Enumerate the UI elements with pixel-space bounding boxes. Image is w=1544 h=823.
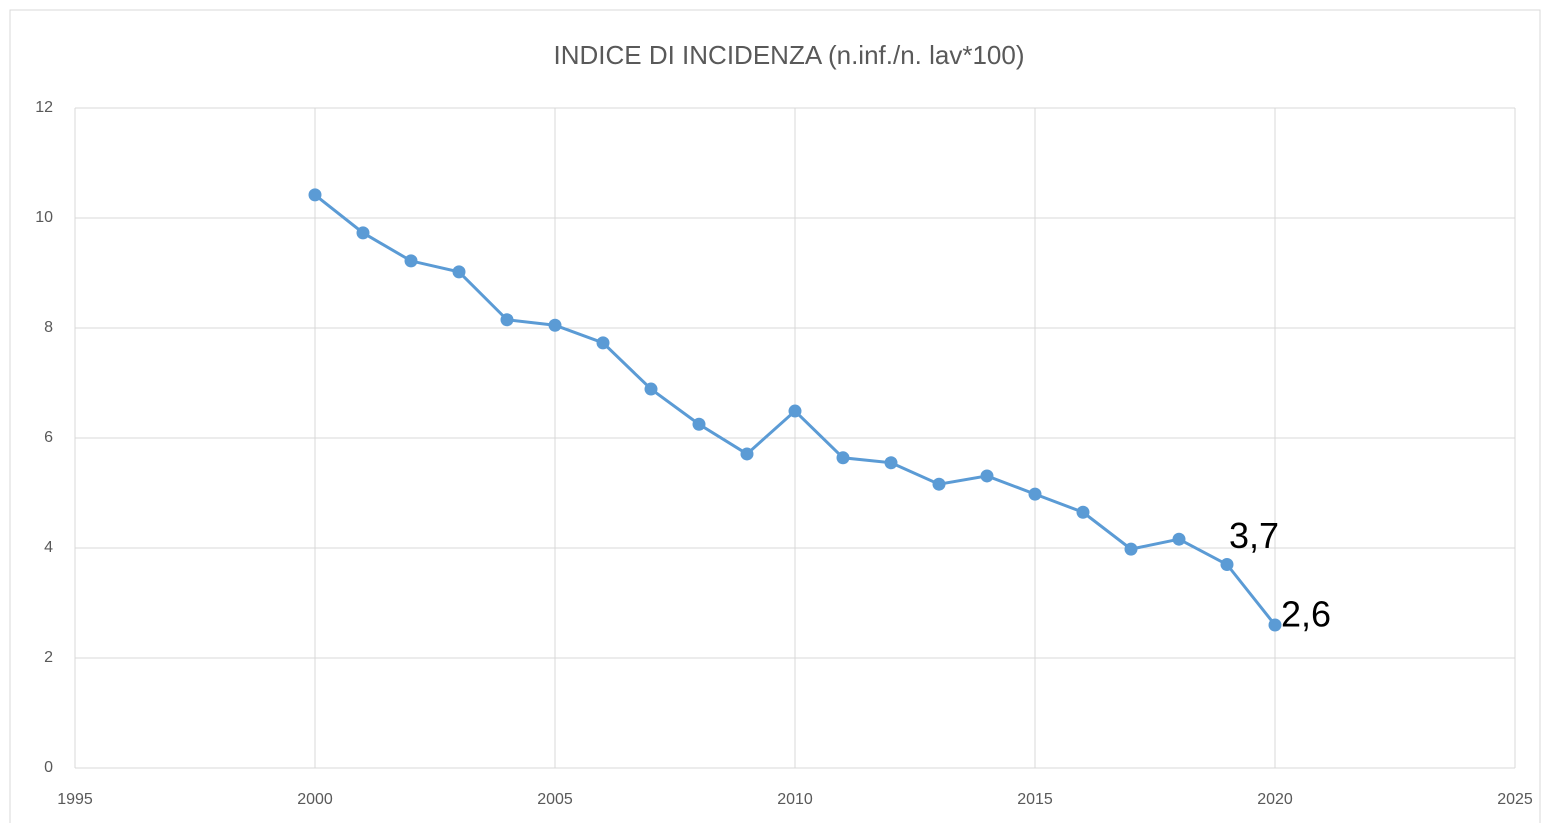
y-tick-label: 12 [35, 99, 53, 116]
x-tick-label: 1995 [57, 791, 93, 808]
data-label: 3,7 [1229, 515, 1279, 556]
data-point [644, 382, 658, 396]
data-point [1076, 505, 1090, 519]
data-point [596, 336, 610, 350]
x-tick-label: 2000 [297, 791, 333, 808]
y-tick-label: 10 [35, 209, 53, 226]
data-point [1220, 558, 1234, 571]
data-point [1028, 487, 1042, 501]
data-point [1268, 618, 1282, 632]
y-tick-label: 2 [44, 649, 53, 666]
data-point [356, 226, 370, 240]
data-point [932, 477, 946, 491]
y-tick-label: 4 [44, 539, 53, 556]
y-tick-label: 8 [44, 319, 53, 336]
data-point [308, 188, 322, 202]
data-label: 2,6 [1281, 594, 1331, 635]
chart-frame [9, 9, 1541, 823]
x-tick-label: 2015 [1017, 791, 1053, 808]
data-point [500, 313, 514, 327]
data-point [788, 404, 802, 418]
data-point [404, 254, 418, 268]
x-tick-label: 2005 [537, 791, 573, 808]
data-point [548, 318, 562, 332]
chart-title: INDICE DI INCIDENZA (n.inf./n. lav*100) [553, 40, 1024, 70]
x-tick-label: 2020 [1257, 791, 1293, 808]
data-point [740, 447, 754, 461]
data-point [692, 417, 706, 431]
data-point [1124, 542, 1138, 556]
data-point [1172, 532, 1186, 546]
x-tick-label: 2010 [777, 791, 813, 808]
y-tick-label: 6 [44, 429, 53, 446]
x-tick-label: 2025 [1497, 791, 1533, 808]
data-point [884, 456, 898, 470]
y-tick-label: 0 [44, 759, 53, 776]
data-point [980, 469, 994, 483]
data-point [836, 451, 850, 465]
data-point [452, 265, 466, 279]
